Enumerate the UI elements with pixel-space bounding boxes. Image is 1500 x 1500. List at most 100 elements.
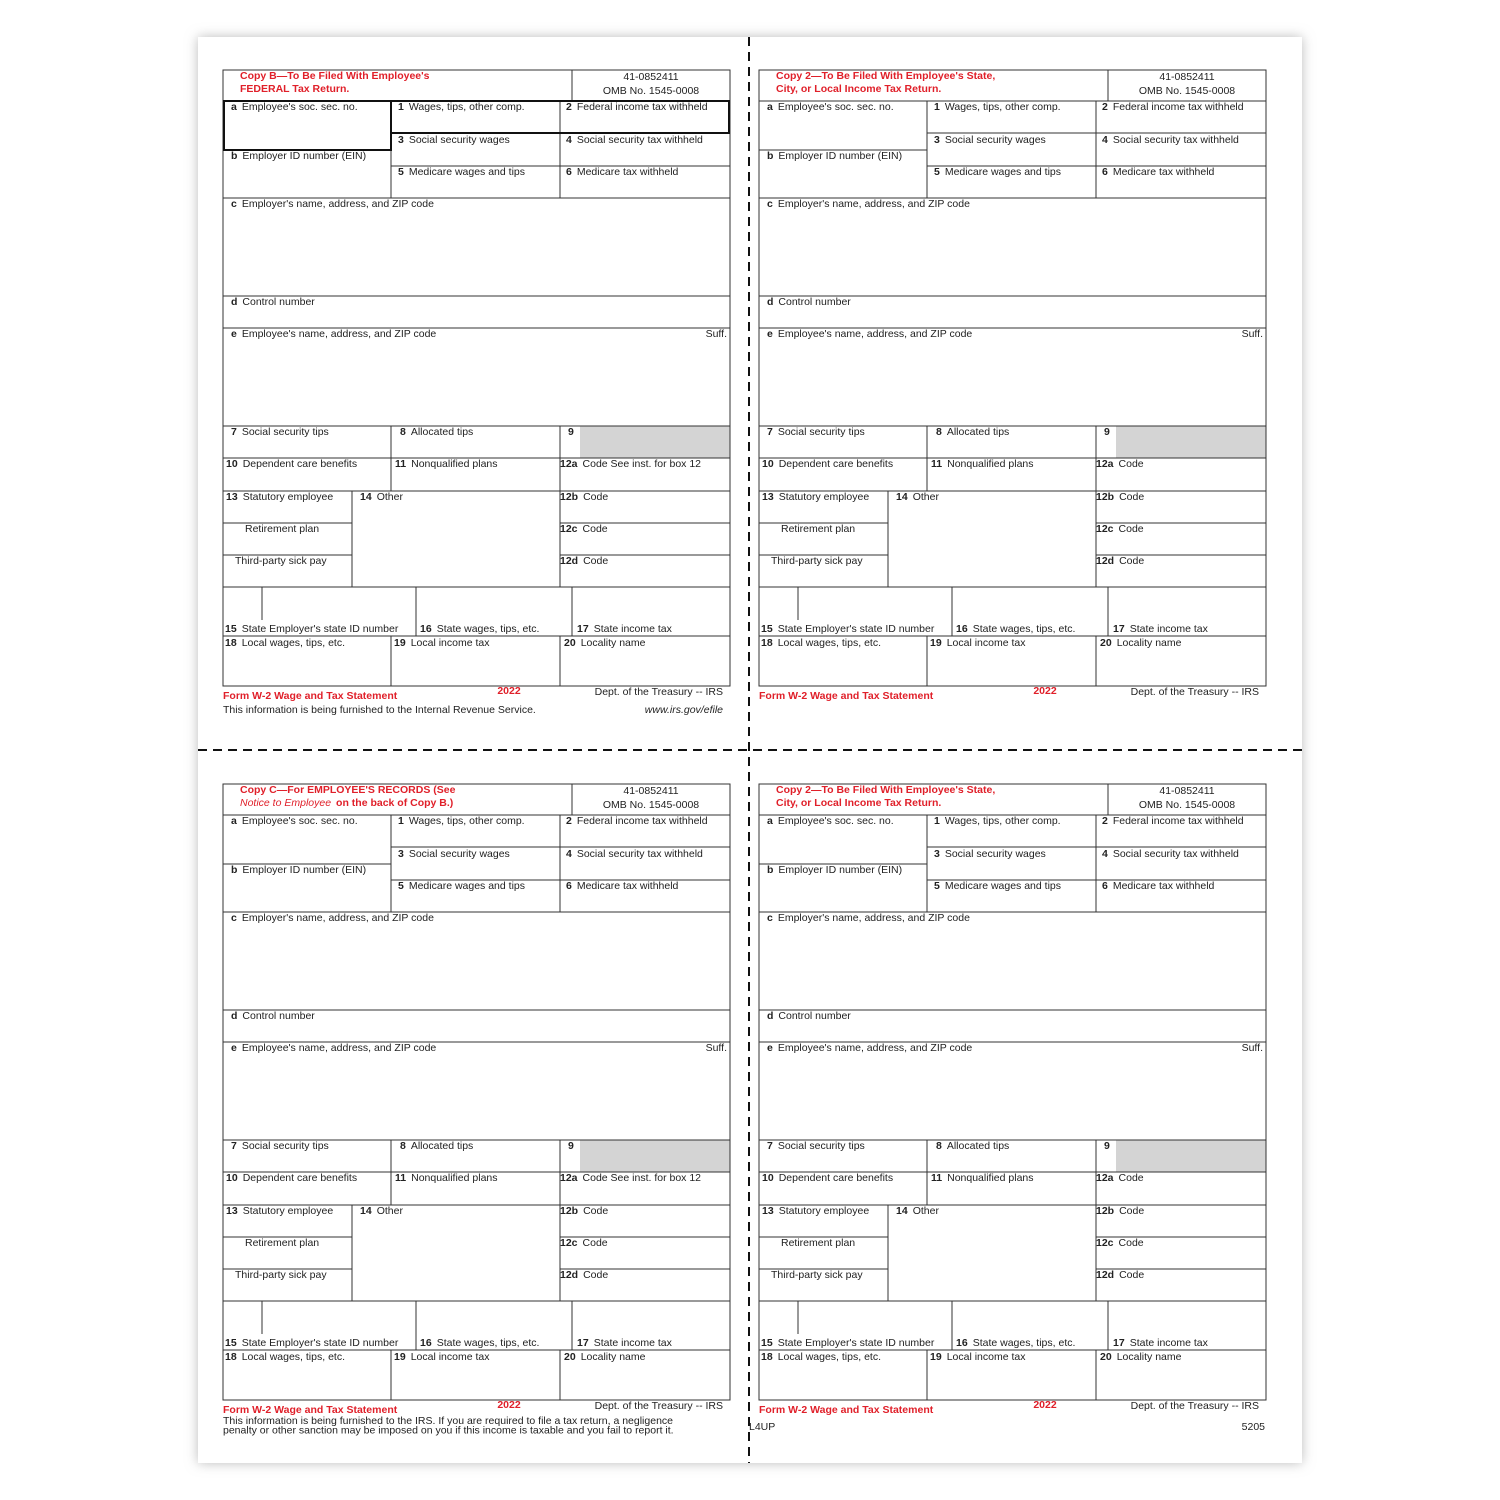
box-text: Medicare wages and tips [409,880,525,892]
box-number: 5 [398,880,404,892]
box-number: 12d [560,555,578,567]
notice: This information is being furnished to t… [223,704,536,716]
box-number: 18 [225,1351,237,1363]
box-label: 7 Social security tips [231,1140,329,1152]
box-number: 6 [566,880,572,892]
box-text: Nonqualified plans [947,1172,1033,1184]
box-text: Employer's name, address, and ZIP code [242,198,434,210]
box-number: d [767,296,773,308]
box-number: 18 [761,637,773,649]
italic-text: Notice to Employee [240,797,331,809]
box-number: 12a [1096,1172,1114,1184]
box-number: e [767,328,773,340]
box-label: 3 Social security wages [398,134,510,146]
box-text: State Employer's state ID number [242,623,399,635]
box-text: State income tax [594,1337,673,1349]
box-text: Code [1119,523,1144,535]
box-label: 5 Medicare wages and tips [934,166,1061,178]
box-label: 10 Dependent care benefits [226,458,357,470]
box-number: a [767,101,773,113]
box-label: 4 Social security tax withheld [566,134,703,146]
box-label: 4 Social security tax withheld [566,848,703,860]
box-text: State income tax [1130,623,1209,635]
form-border [222,783,731,1401]
box-number: 3 [398,134,404,146]
box-label: 1 Wages, tips, other comp. [934,101,1061,113]
box-label: 15 State Employer's state ID number [225,623,399,635]
box-number: a [767,815,773,827]
box-text: Code See inst. for box 12 [583,1172,702,1184]
box-number: 15 [761,1337,773,1349]
box-label: 11 Nonqualified plans [931,458,1034,470]
box-text: Code [1119,1205,1144,1217]
box-label: d Control number [767,1010,851,1022]
box-label: 8 Allocated tips [936,426,1009,438]
box-text: Code [583,1205,608,1217]
box-number: 15 [225,623,237,635]
box-label: 6 Medicare tax withheld [566,166,679,178]
box-text: Wages, tips, other comp. [409,101,525,113]
box-number: 9 [568,1140,574,1152]
box-text: Employer ID number (EIN) [778,150,902,162]
box-number: 12c [560,523,578,535]
box-text: Local income tax [947,637,1027,649]
copy-title: Copy B—To Be Filed With Employee's [240,70,430,82]
box-label: 20 Locality name [1100,637,1182,649]
box-label: 14 Other [896,491,939,503]
box-number: 12c [1096,1237,1114,1249]
box-text: Social security tips [778,1140,865,1152]
box-text: Dependent care benefits [243,458,357,470]
box-number: a [231,101,237,113]
box-text: Employee's name, address, and ZIP code [242,328,437,340]
box-number: 3 [398,848,404,860]
box-label: 2 Federal income tax withheld [1102,101,1244,113]
box-label: 18 Local wages, tips, etc. [761,1351,881,1363]
form-border [758,69,1267,687]
box-label: 18 Local wages, tips, etc. [225,637,345,649]
box-number: 2 [1102,101,1108,113]
box-text: Other [913,1205,940,1217]
box-number: c [767,912,773,924]
copy-title: Notice to Employee on the back of Copy B.… [240,797,453,809]
box-label: 8 Allocated tips [400,1140,473,1152]
box-text: Control number [778,1010,851,1022]
box-number: 1 [398,815,404,827]
form-code: 5205 [1242,1421,1266,1433]
box-label: 12a Code See inst. for box 12 [560,1172,701,1184]
box-text: Employer's name, address, and ZIP code [778,198,970,210]
box-number: 14 [896,491,908,503]
copy-title: FEDERAL Tax Return. [240,83,349,95]
box-text: Nonqualified plans [411,1172,497,1184]
box-label: 12a Code See inst. for box 12 [560,458,701,470]
box-text: Employer ID number (EIN) [242,150,366,162]
box-text: Locality name [581,1351,646,1363]
box-number: 6 [1102,166,1108,178]
suffix-label: Suff. [1242,1042,1263,1054]
box-text: Wages, tips, other comp. [945,815,1061,827]
box-label: Retirement plan [781,523,855,535]
box-label: 13 Statutory employee [762,491,869,503]
box-text: Social security wages [409,134,510,146]
box-text: Statutory employee [243,1205,334,1217]
box-number: 20 [1100,1351,1112,1363]
box-text: Social security tips [778,426,865,438]
tax-year: 2022 [1033,1399,1057,1411]
box-label: 3 Social security wages [934,848,1046,860]
box-number: 13 [226,491,238,503]
box-label: 12c Code [560,1237,608,1249]
box-number: d [767,1010,773,1022]
box-label: 12d Code [1096,555,1144,567]
box-label: 5 Medicare wages and tips [398,880,525,892]
box-text: Code [1119,1269,1144,1281]
box-number: 16 [956,1337,968,1349]
box-label: Retirement plan [245,1237,319,1249]
box-label: 7 Social security tips [767,1140,865,1152]
box-number: e [767,1042,773,1054]
box-number: 3 [934,134,940,146]
omb: OMB No. 1545-0008 [1139,85,1235,97]
box-text: Social security wages [945,134,1046,146]
box-label: 3 Social security wages [934,134,1046,146]
box-text: State wages, tips, etc. [437,1337,540,1349]
box-label: Retirement plan [781,1237,855,1249]
box-number: 14 [896,1205,908,1217]
